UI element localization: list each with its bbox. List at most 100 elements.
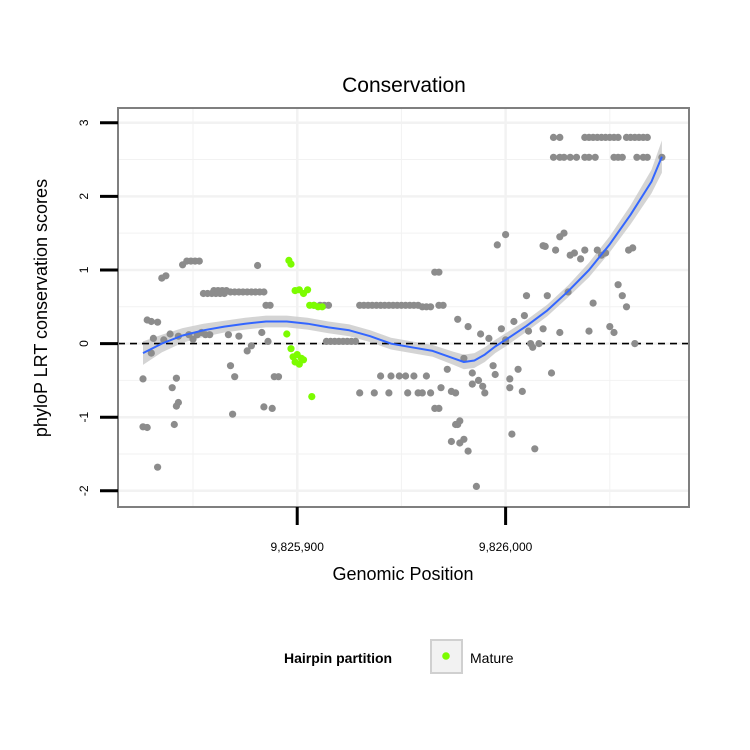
mature-point-9 (299, 356, 308, 364)
point-196 (591, 153, 599, 161)
point-129 (468, 380, 476, 388)
point-57 (258, 328, 266, 337)
point-95 (385, 389, 393, 397)
point-134 (481, 389, 489, 397)
mature-point-13 (304, 286, 312, 294)
point-170 (589, 299, 597, 307)
point-166 (570, 249, 579, 257)
point-96 (387, 372, 395, 380)
point-54 (243, 347, 251, 355)
point-92 (356, 389, 364, 397)
point-4 (147, 317, 155, 326)
point-112 (435, 268, 443, 276)
point-161 (556, 328, 564, 337)
point-14 (172, 374, 180, 382)
point-56 (254, 261, 262, 270)
point-115 (443, 365, 451, 373)
mature-point-1 (287, 260, 295, 268)
point-49 (224, 331, 232, 339)
point-59 (266, 301, 274, 309)
point-52 (229, 410, 237, 418)
point-174 (606, 323, 614, 331)
smooth-line-layer (142, 156, 663, 363)
point-168 (581, 246, 589, 254)
point-121 (456, 417, 464, 425)
point-68 (324, 301, 333, 309)
point-117 (452, 389, 460, 397)
mature-point-3 (287, 345, 295, 353)
point-175 (610, 328, 618, 337)
mature-point-2 (283, 330, 291, 338)
point-118 (447, 437, 455, 446)
point-187 (566, 153, 574, 161)
point-184 (549, 153, 558, 161)
point-130 (472, 482, 480, 490)
point-10 (162, 272, 170, 280)
point-133 (479, 382, 487, 390)
x-axis-title: Genomic Position (332, 564, 473, 584)
point-150 (524, 327, 533, 335)
point-136 (489, 362, 497, 370)
point-148 (520, 312, 529, 320)
point-50 (226, 362, 235, 370)
point-131 (474, 376, 483, 384)
point-61 (260, 403, 268, 411)
point-180 (629, 244, 637, 252)
point-102 (418, 389, 426, 397)
point-178 (622, 303, 631, 311)
point-159 (547, 369, 556, 377)
point-106 (435, 404, 443, 412)
point-212 (643, 153, 651, 161)
point-139 (497, 325, 505, 333)
mature-point-17 (318, 303, 326, 311)
point-99 (404, 389, 412, 397)
point-12 (166, 330, 174, 338)
point-177 (618, 292, 626, 300)
point-6 (147, 349, 155, 357)
y-axis-ticks: -2 -1 0 1 2 3 (77, 119, 118, 496)
legend-key-mature-dot (442, 652, 450, 660)
point-167 (577, 255, 585, 263)
point-143 (506, 375, 514, 383)
y-tick-label-2: 0 (77, 340, 91, 347)
point-17 (170, 420, 178, 429)
point-155 (539, 325, 547, 333)
point-157 (541, 242, 549, 250)
point-128 (468, 369, 476, 377)
point-153 (531, 445, 539, 453)
point-141 (502, 231, 510, 239)
point-160 (552, 246, 560, 254)
point-114 (439, 301, 447, 309)
point-25 (189, 335, 197, 343)
x-axis-ticks: 9,825,900 9,826,000 (271, 507, 533, 554)
y-axis-title: phyloP LRT conservation scores (31, 179, 51, 437)
point-158 (543, 292, 551, 300)
point-94 (377, 372, 385, 380)
point-203 (618, 153, 626, 161)
point-181 (631, 340, 639, 348)
point-142 (506, 384, 514, 392)
point-62 (268, 404, 276, 412)
point-23 (195, 257, 203, 265)
panel-border (117, 107, 690, 508)
y-tick-label-0: -2 (77, 485, 91, 496)
point-200 (614, 133, 622, 141)
point-93 (370, 389, 378, 397)
point-171 (593, 246, 601, 254)
point-138 (493, 241, 501, 249)
point-110 (427, 303, 435, 311)
point-76 (352, 337, 360, 345)
point-7 (149, 334, 157, 342)
point-186 (560, 153, 568, 161)
point-97 (395, 372, 403, 380)
point-135 (485, 334, 493, 342)
point-152 (529, 343, 537, 351)
point-145 (510, 317, 518, 326)
point-127 (464, 323, 472, 331)
point-55 (247, 342, 255, 350)
point-182 (549, 133, 558, 141)
point-51 (231, 373, 239, 381)
y-tick-label-5: 3 (77, 119, 91, 126)
